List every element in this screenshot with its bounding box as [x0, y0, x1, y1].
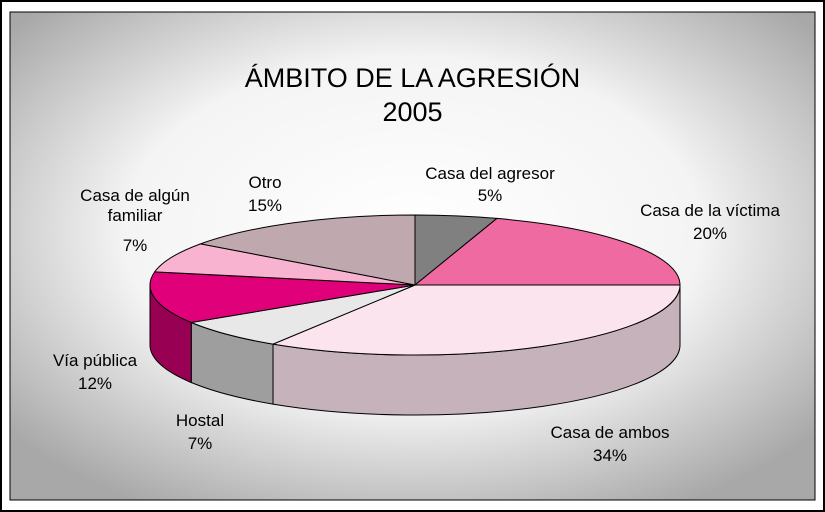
value-label: 34% [592, 446, 628, 465]
slice [198, 214, 416, 286]
value-label: 15% [247, 196, 283, 215]
value-label: 12% [77, 374, 113, 393]
category-label: Vía pública [52, 351, 138, 370]
slice [149, 271, 416, 324]
value-label: 5% [477, 186, 503, 205]
category-label: Casa de la víctima [640, 201, 780, 220]
slice [153, 243, 416, 286]
value-label: 7% [122, 236, 148, 255]
chart-subtitle: 2005 [382, 97, 443, 127]
value-label: 7% [187, 434, 213, 453]
slice [413, 217, 681, 286]
slice [189, 284, 416, 345]
chart-title: ÁMBITO DE LA AGRESIÓN [244, 63, 581, 93]
category-label: Casa del agresor [425, 164, 555, 183]
value-label: 20% [692, 224, 728, 243]
category-label: Casa de ambos [550, 423, 670, 442]
slice [271, 284, 681, 356]
category-label: Casa de algún familiar [80, 186, 190, 225]
category-label: Otro [248, 173, 282, 192]
category-label: Hostal [175, 411, 225, 430]
